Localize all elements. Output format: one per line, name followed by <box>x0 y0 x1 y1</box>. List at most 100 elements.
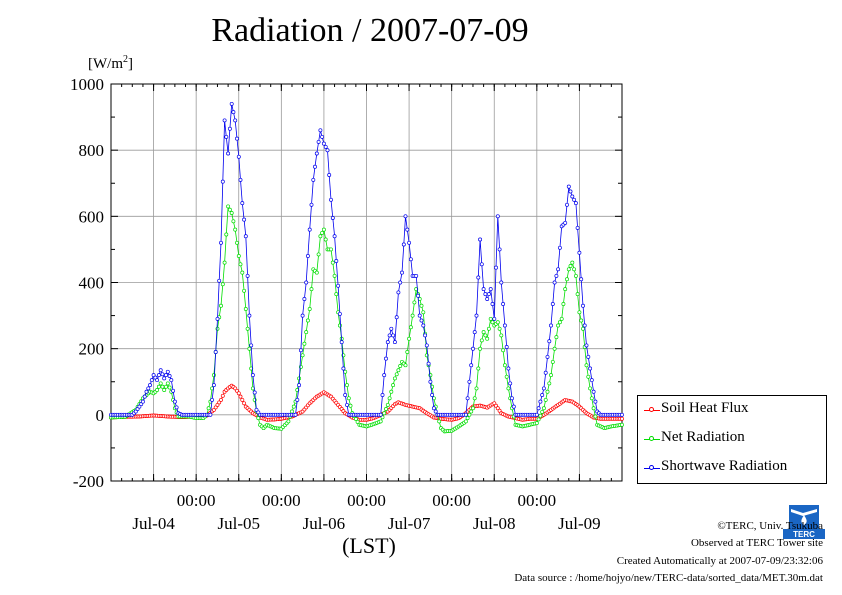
data-point <box>339 340 344 345</box>
data-point <box>224 134 229 139</box>
data-point <box>588 366 593 371</box>
data-point <box>164 384 168 389</box>
data-point <box>563 287 568 292</box>
chart-title: Radiation / 2007-07-09 <box>211 12 529 49</box>
data-point <box>421 323 426 328</box>
data-point <box>220 393 225 398</box>
data-point <box>309 287 314 292</box>
data-point <box>620 422 624 427</box>
data-point <box>242 288 247 293</box>
data-point <box>165 381 170 386</box>
data-point <box>403 214 408 219</box>
data-point <box>334 259 339 263</box>
data-point <box>355 419 360 424</box>
data-point <box>332 234 337 239</box>
data-point <box>401 242 406 247</box>
data-point <box>407 240 412 245</box>
data-point <box>213 350 218 354</box>
data-point <box>235 388 239 393</box>
y-tick-label: 800 <box>79 141 105 160</box>
data-point <box>394 315 399 320</box>
data-point <box>476 366 481 371</box>
data-point <box>407 336 412 341</box>
data-point <box>378 419 383 424</box>
data-point <box>543 370 548 375</box>
data-point <box>219 397 223 402</box>
data-point <box>245 326 250 331</box>
data-point <box>508 381 513 386</box>
data-point <box>540 409 545 414</box>
x-day-label: Jul-04 <box>132 514 175 533</box>
data-point <box>330 260 335 265</box>
data-point <box>575 292 580 297</box>
data-point <box>408 325 413 330</box>
data-point <box>471 406 475 411</box>
data-point <box>486 326 491 331</box>
data-point <box>593 399 598 404</box>
data-point <box>378 412 383 417</box>
data-point <box>382 411 387 416</box>
data-point <box>568 264 573 268</box>
data-point <box>219 303 223 308</box>
data-point <box>160 372 165 377</box>
data-point <box>329 247 333 252</box>
data-point <box>501 348 506 353</box>
data-point <box>572 197 577 202</box>
data-point <box>547 381 552 386</box>
data-point <box>549 373 553 378</box>
data-point <box>403 363 408 368</box>
data-point <box>224 232 229 237</box>
data-point <box>304 330 309 335</box>
data-point <box>540 393 545 397</box>
data-point <box>405 227 410 232</box>
data-point <box>243 307 248 311</box>
data-point <box>554 335 559 340</box>
data-point <box>236 154 241 159</box>
data-point <box>398 364 403 368</box>
data-point <box>591 406 596 411</box>
data-point <box>536 406 541 411</box>
data-point <box>235 240 239 245</box>
data-point <box>495 406 500 411</box>
data-point <box>167 385 172 390</box>
data-point <box>554 273 559 278</box>
data-point <box>478 346 483 351</box>
data-point <box>155 388 160 392</box>
data-point <box>290 409 294 414</box>
data-point <box>229 211 234 215</box>
y-tick-label: 0 <box>96 406 105 425</box>
data-point <box>570 260 575 265</box>
data-point <box>588 386 593 391</box>
data-point <box>556 267 561 272</box>
data-point <box>222 118 227 123</box>
data-point <box>137 404 142 409</box>
data-point <box>213 405 218 410</box>
data-point <box>497 326 502 331</box>
data-point <box>431 406 436 411</box>
data-point <box>490 302 495 306</box>
data-point <box>146 386 151 391</box>
data-point <box>348 403 353 408</box>
data-point <box>300 353 305 358</box>
x-tick-label: 00:00 <box>517 491 556 510</box>
data-point <box>534 421 539 426</box>
data-point <box>158 381 163 386</box>
data-point <box>345 383 349 388</box>
data-point <box>495 320 500 325</box>
created-text: Created Automatically at 2007-07-09/23:3… <box>616 554 823 567</box>
data-point <box>211 373 216 378</box>
data-point <box>217 278 222 283</box>
data-point <box>236 391 241 396</box>
data-point <box>620 416 624 421</box>
data-point <box>329 197 333 202</box>
data-point <box>469 363 474 368</box>
data-point <box>543 397 548 402</box>
data-point <box>164 373 168 378</box>
data-point <box>250 373 255 378</box>
data-point <box>307 307 312 311</box>
data-point <box>485 297 490 301</box>
data-point <box>494 265 498 270</box>
data-point <box>156 384 161 389</box>
data-point <box>320 230 325 235</box>
